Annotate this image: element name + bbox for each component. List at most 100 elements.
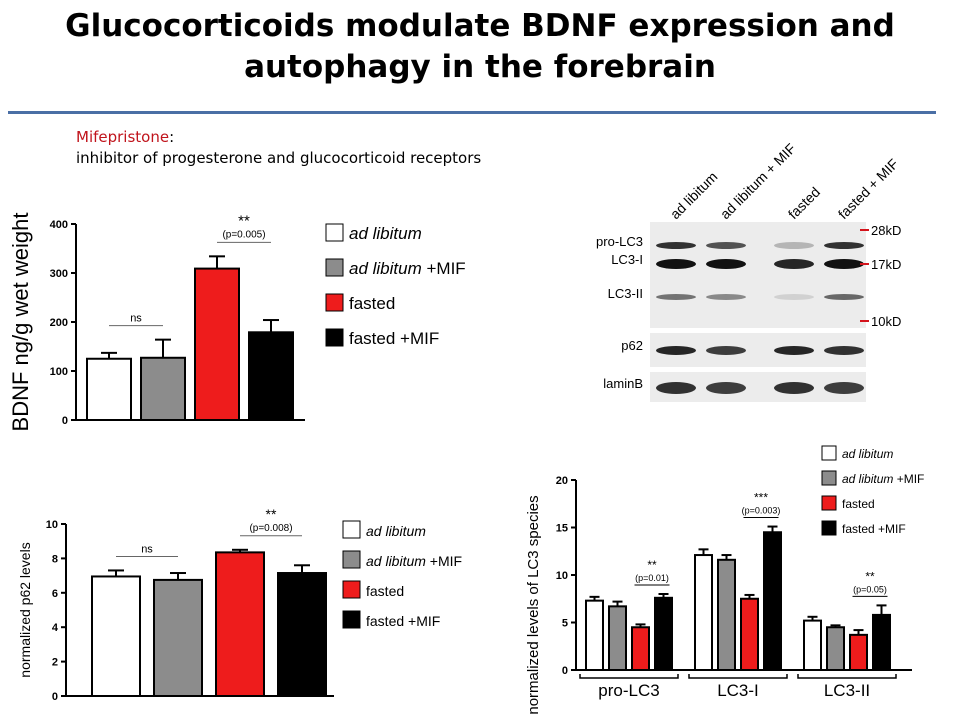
blot-band [706,294,746,300]
blot-band [656,346,696,355]
bar-0 [86,357,132,421]
bar-1 [717,558,736,671]
y-tick-label: 8 [52,553,58,565]
blot-band [824,242,864,249]
drug-description: inhibitor of progesterone and glucocorti… [76,149,482,167]
blot-band [774,346,814,355]
legend-label-suffix: +MIF [426,553,462,569]
y-tick-label: 0 [62,415,68,427]
blot-band [706,346,746,355]
legend-swatch [821,520,837,536]
blot-band [774,259,814,269]
y-tick-label: 400 [50,219,68,231]
significance-label: ns [130,313,142,325]
significance-label: ns [141,543,153,555]
marker-label: 17kD [871,257,901,272]
y-tick-label: 200 [50,317,68,329]
bar-3 [763,531,782,671]
bar-2 [740,597,759,671]
bar-1 [153,578,203,697]
bar-3 [248,331,294,421]
p-value-label: (p=0.01) [635,573,669,583]
legend-label: ad libitum +MIF [842,472,924,486]
significance-stars: ** [238,212,250,229]
legend-swatch [342,580,361,599]
y-tick-label: 300 [50,268,68,280]
y-axis-label: BDNF ng/g wet weight [8,213,33,432]
bar-1 [608,605,627,672]
lane-label: ad libitum [667,168,721,222]
legend-label: ad libitum +MIF [349,259,466,278]
x-category-label: pro-LC3 [598,681,659,700]
legend-label: ad libitum [349,224,422,243]
slide-title: Glucocorticoids modulate BDNF expression… [0,6,960,88]
significance-stars: *** [754,491,768,505]
y-tick-label: 0 [52,691,58,703]
legend-label: ad libitum +MIF [366,553,462,569]
blot-band [656,242,696,249]
y-tick-label: 0 [562,665,568,677]
bar-2 [215,551,265,697]
blot-band [774,294,814,300]
legend-label: fasted [842,497,875,511]
blot-band [824,382,864,394]
bar-3 [872,613,891,671]
significance-stars: ** [647,558,657,572]
blot-band [706,382,746,394]
blot-band [774,242,814,249]
legend-label-italic: ad libitum [366,553,426,569]
bar-0 [803,619,822,672]
bar-0 [694,554,713,671]
blot-band [656,294,696,300]
legend-swatch [325,223,344,242]
legend-label-suffix: fasted [842,497,875,511]
legend-label: fasted +MIF [349,329,439,348]
y-tick-label: 4 [52,622,59,634]
p-value-label: (p=0.003) [742,506,781,516]
blot-band [824,259,864,269]
blot-band [824,346,864,355]
p-value-label: (p=0.005) [222,229,265,240]
bar-0 [585,599,604,671]
band-label: pro-LC3 [596,234,643,249]
y-tick-label: 2 [52,657,58,669]
band-label: LC3-II [608,286,643,301]
bdnf-chart: 0 100 200 300 400 BDNF ng/g wet weight ns (p=0.… [8,212,466,432]
legend-label: fasted [349,294,395,313]
legend-label-suffix: fasted +MIF [349,329,439,348]
lc3-chart: 0 5 10 15 20 normalized levels of LC3 species… [525,445,924,715]
legend-swatch [325,293,344,312]
legend-label-italic: ad libitum [349,259,422,278]
legend-swatch [821,445,837,461]
legend-label-suffix: fasted [366,583,404,599]
blot-band [656,382,696,394]
y-tick-label: 100 [50,366,68,378]
legend-label: fasted [366,583,404,599]
lane-label: fasted + MIF [835,156,902,223]
blot-panel [650,222,866,328]
legend-label: fasted +MIF [366,613,440,629]
lane-label: fasted [785,184,823,222]
legend-label: ad libitum [842,447,893,461]
y-tick-label: 20 [556,475,568,487]
p-value-label: (p=0.008) [249,523,292,534]
significance-stars: ** [266,506,277,522]
bar-2 [631,626,650,671]
y-tick-label: 6 [52,588,58,600]
legend-label: ad libitum [366,523,426,539]
legend-label-suffix: fasted +MIF [842,522,906,536]
legend-swatch [325,328,344,347]
legend-label-italic: ad libitum [366,523,426,539]
legend-swatch [821,495,837,511]
legend-swatch [342,610,361,629]
legend-label-suffix: +MIF [422,259,466,278]
legend-swatch [325,258,344,277]
band-label: laminB [603,376,643,391]
significance-stars: ** [865,569,875,583]
blot-band [656,259,696,269]
y-tick-label: 10 [556,570,568,582]
y-tick-label: 15 [556,523,568,535]
legend-label-italic: ad libitum [842,472,893,486]
slide-title-line2: autophagy in the forebrain [244,49,716,85]
